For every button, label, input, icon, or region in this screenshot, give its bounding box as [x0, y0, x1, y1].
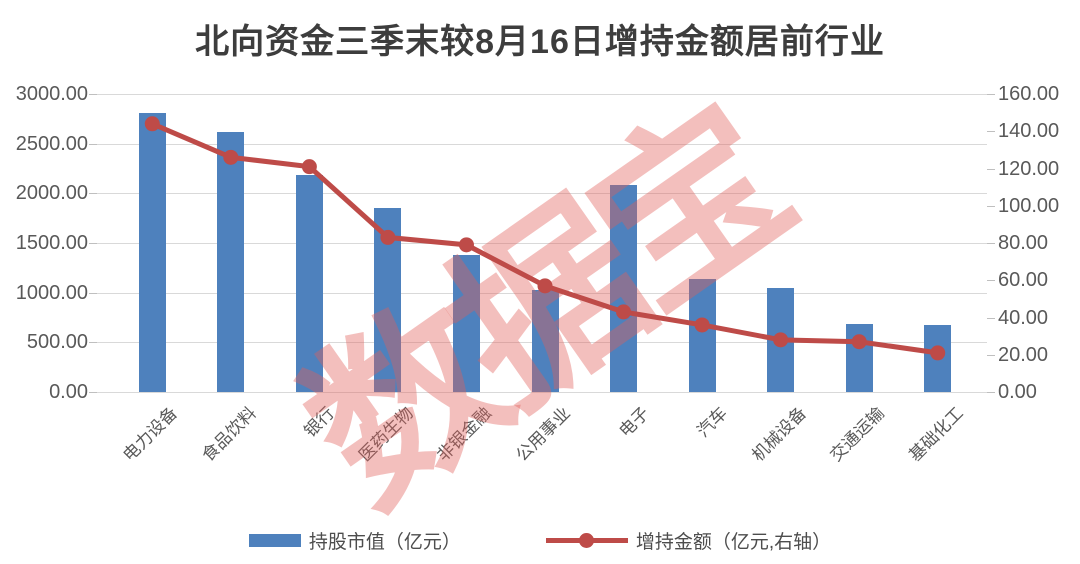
left-axis-tick [89, 193, 97, 195]
left-axis-label: 1000.00 [15, 281, 88, 304]
line-marker [773, 332, 789, 348]
category-label: 食品饮料 [198, 403, 260, 466]
category-label: 电子 [615, 403, 653, 442]
chart-title: 北向资金三季末较8月16日增持金额居前行业 [195, 23, 885, 61]
right-axis-tick [987, 94, 995, 95]
line-marker [223, 149, 239, 165]
gridline [97, 392, 987, 393]
legend-item-bar: 持股市值（亿元） [248, 527, 461, 554]
bar [295, 175, 323, 392]
category-label: 医药生物 [355, 403, 417, 466]
left-axis-tick [89, 342, 97, 344]
left-axis-tick [89, 292, 97, 294]
right-axis-label: 140.00 [998, 120, 1060, 143]
bar [217, 131, 245, 392]
right-axis-tick [987, 131, 995, 133]
right-axis-tick [987, 168, 995, 170]
right-axis-tick [987, 317, 995, 319]
line-path [151, 121, 939, 356]
legend: 持股市值（亿元） 增持金额（亿元,右轴） [0, 527, 1080, 554]
right-axis-label: 60.00 [998, 269, 1049, 292]
category-label: 机械设备 [748, 403, 810, 466]
line-series [144, 116, 946, 361]
legend-item-line: 增持金额（亿元,右轴） [545, 527, 832, 554]
right-axis-tick [987, 205, 995, 207]
gridline [97, 193, 987, 195]
line-marker [458, 237, 474, 253]
category-label: 基础化工 [905, 403, 967, 466]
line-marker [537, 278, 553, 294]
right-axis-tick [987, 280, 995, 282]
right-axis-label: 120.00 [998, 157, 1060, 180]
right-axis-label: 160.00 [998, 83, 1060, 105]
line-marker [144, 116, 160, 132]
line-marker [616, 304, 632, 320]
line-marker [930, 345, 946, 361]
line-series-swatch [545, 533, 628, 548]
right-axis-label: 20.00 [998, 343, 1049, 366]
category-label: 汽车 [693, 403, 732, 442]
left-axis-label: 500.00 [26, 331, 88, 354]
left-axis-tick [89, 243, 97, 244]
left-axis-label: 3000.00 [15, 83, 88, 105]
right-axis-tick [987, 392, 995, 393]
gridline [97, 143, 987, 145]
right-axis-label: 100.00 [998, 194, 1060, 217]
category-label: 电力设备 [119, 403, 182, 466]
right-axis-tick [987, 243, 995, 244]
right-axis-label: 40.00 [998, 306, 1049, 329]
category-label: 交通运输 [826, 403, 889, 466]
right-axis-tick [987, 354, 995, 356]
bar-series-swatch [248, 534, 301, 547]
category-label: 银行 [300, 403, 339, 442]
bar [531, 289, 559, 392]
left-axis-tick [89, 392, 97, 393]
bar [452, 254, 480, 392]
line-marker [380, 229, 396, 245]
left-axis-tick [89, 143, 97, 145]
bar [610, 185, 638, 392]
gridline [97, 243, 987, 244]
line-swatch-marker [578, 533, 594, 548]
left-axis-label: 2500.00 [15, 132, 88, 155]
left-axis-label: 0.00 [49, 381, 88, 403]
gridline [97, 94, 987, 95]
right-axis-label: 80.00 [998, 232, 1049, 254]
left-axis-label: 1500.00 [15, 232, 88, 254]
legend-bar-label: 持股市值（亿元） [308, 532, 461, 553]
category-label: 公用事业 [512, 403, 574, 466]
legend-line-label: 增持金额（亿元,右轴） [635, 532, 832, 553]
category-label: 非银金融 [433, 403, 496, 466]
line-marker [301, 159, 317, 175]
left-axis-label: 2000.00 [15, 182, 88, 205]
right-axis-label: 0.00 [998, 381, 1037, 403]
bar [688, 278, 716, 392]
bar [138, 112, 166, 392]
line-marker [694, 317, 710, 333]
left-axis-tick [89, 94, 97, 95]
line-marker [851, 334, 867, 350]
